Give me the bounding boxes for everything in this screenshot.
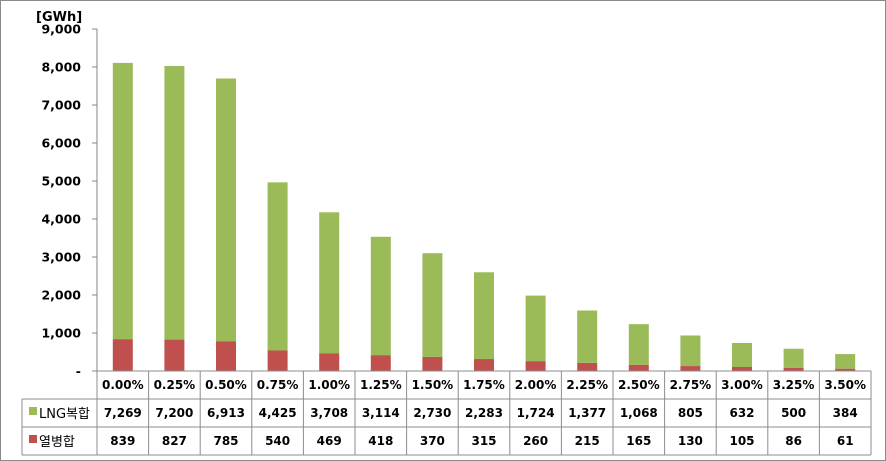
y-tick-label: 6,000 <box>41 136 81 151</box>
bar-segment-LNG복합 <box>525 295 546 362</box>
bar-segment-열병합 <box>267 350 288 371</box>
data-label: 165 <box>626 434 651 448</box>
data-label: 6,913 <box>207 406 245 420</box>
bar-segment-LNG복합 <box>267 182 288 351</box>
data-label: 3,708 <box>310 406 348 420</box>
data-label: 384 <box>833 406 858 420</box>
bar-segment-열병합 <box>525 361 546 371</box>
data-label: 370 <box>420 434 445 448</box>
category-label: 3.50% <box>824 378 866 392</box>
bar-segment-열병합 <box>216 341 236 371</box>
bar-segment-열병합 <box>112 339 133 371</box>
bar-segment-열병합 <box>370 355 391 371</box>
bar-segment-LNG복합 <box>216 78 236 342</box>
data-label: 3,114 <box>362 406 400 420</box>
y-tick-label: 9,000 <box>41 22 81 37</box>
category-label: 1.25% <box>360 378 402 392</box>
legend-label: 열병합 <box>39 435 75 450</box>
category-label: 0.50% <box>205 378 247 392</box>
bar-segment-열병합 <box>422 356 443 371</box>
data-label: 1,724 <box>517 406 555 420</box>
category-label: 0.00% <box>102 378 144 392</box>
category-label: 2.25% <box>566 378 608 392</box>
category-label: 0.25% <box>154 378 196 392</box>
data-label: 827 <box>162 434 187 448</box>
category-label: 2.00% <box>515 378 557 392</box>
y-tick-label: 4,000 <box>41 212 81 227</box>
y-tick-label: 5,000 <box>41 174 81 189</box>
category-label: 1.00% <box>308 378 350 392</box>
data-label: 86 <box>785 434 802 448</box>
category-label: 3.25% <box>773 378 815 392</box>
bar-segment-LNG복합 <box>422 253 443 357</box>
bar-segment-열병합 <box>680 366 701 371</box>
legend-label: LNG복합 <box>39 407 90 422</box>
data-label: 785 <box>213 434 238 448</box>
category-label: 2.75% <box>670 378 712 392</box>
data-label: 7,269 <box>104 406 142 420</box>
bar-segment-열병합 <box>628 364 649 371</box>
bar-segment-열병합 <box>732 367 752 371</box>
data-label: 130 <box>678 434 703 448</box>
bar-segment-LNG복합 <box>112 62 133 340</box>
y-tick-label: 3,000 <box>41 250 81 265</box>
bar-segment-LNG복합 <box>370 236 391 356</box>
bar-segment-LNG복합 <box>835 354 856 369</box>
data-label: 215 <box>575 434 600 448</box>
category-label: 1.75% <box>463 378 505 392</box>
data-label: 1,068 <box>620 406 658 420</box>
data-label: 260 <box>523 434 548 448</box>
bar-segment-LNG복합 <box>732 342 752 368</box>
data-label: 105 <box>729 434 754 448</box>
y-tick-label: 1,000 <box>41 326 81 341</box>
category-label: 1.50% <box>412 378 454 392</box>
y-tick-label: 7,000 <box>41 98 81 113</box>
bar-segment-열병합 <box>835 368 856 371</box>
data-label: 632 <box>729 406 754 420</box>
bar-segment-열병합 <box>577 362 598 371</box>
data-label: 2,730 <box>413 406 451 420</box>
bar-segment-LNG복합 <box>680 335 701 367</box>
bar-segment-열병합 <box>783 367 804 371</box>
bar-segment-LNG복합 <box>783 348 804 368</box>
category-label: 3.00% <box>721 378 763 392</box>
data-label: 469 <box>317 434 342 448</box>
category-label: 0.75% <box>257 378 299 392</box>
bar-segment-열병합 <box>474 359 494 371</box>
bar-segment-LNG복합 <box>319 212 340 354</box>
bar-segment-LNG복합 <box>577 310 598 363</box>
legend-key <box>29 435 37 443</box>
data-label: 315 <box>471 434 496 448</box>
legend-key <box>29 407 37 415</box>
data-label: 1,377 <box>568 406 606 420</box>
data-label: 839 <box>110 434 135 448</box>
bar-segment-LNG복합 <box>164 65 185 340</box>
data-label: 540 <box>265 434 290 448</box>
bar-segment-LNG복합 <box>474 272 494 360</box>
data-label: 4,425 <box>259 406 297 420</box>
data-label: 805 <box>678 406 703 420</box>
y-tick-label: - <box>76 364 81 379</box>
bar-segment-LNG복합 <box>628 324 649 365</box>
data-label: 2,283 <box>465 406 503 420</box>
y-tick-label: 8,000 <box>41 60 81 75</box>
category-label: 2.50% <box>618 378 660 392</box>
bar-segment-열병합 <box>319 353 340 371</box>
unit-label: [GWh] <box>36 10 82 25</box>
bar-segment-열병합 <box>164 339 185 371</box>
data-label: 418 <box>368 434 393 448</box>
y-tick-label: 2,000 <box>41 288 81 303</box>
data-label: 7,200 <box>155 406 193 420</box>
data-label: 500 <box>781 406 806 420</box>
data-label: 61 <box>837 434 854 448</box>
